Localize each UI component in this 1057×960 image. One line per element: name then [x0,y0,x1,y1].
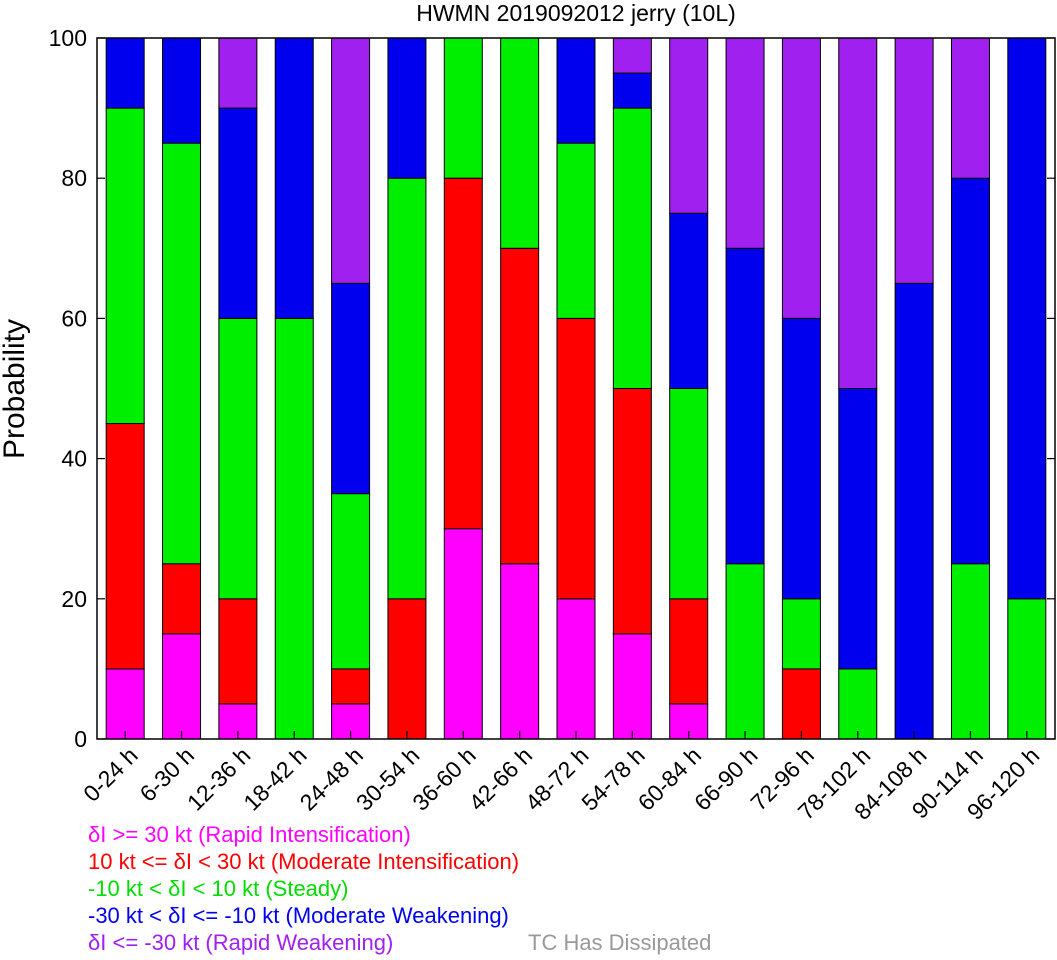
bar-segment-84-108-h-s4 [894,37,934,284]
legend-steady: -10 kt < δI < 10 kt (Steady) [88,876,349,901]
bar-segment-72-96-h-s4 [781,37,821,319]
bar-segment-60-84-h-s4 [669,37,709,214]
legend-tc-dissipated: TC Has Dissipated [528,930,712,955]
bar-segment-90-114-h-s2 [950,563,990,740]
bar-segment-66-90-h-s3 [725,247,765,565]
bar-segment-12-36-h-s2 [218,317,258,600]
bar-segment-42-66-h-s1 [500,247,540,565]
chart-title: HWMN 2019092012 jerry (10L) [416,0,736,26]
bar-segment-6-30-h-s0 [162,633,202,740]
bar-segment-90-114-h-s4 [950,37,990,179]
bar-segment-12-36-h-s1 [218,598,258,705]
bar-segment-6-30-h-s3 [162,37,202,144]
y-tick-label-80: 80 [61,165,87,191]
bar-segment-6-30-h-s1 [162,563,202,635]
bar-segment-18-42-h-s2 [274,317,314,740]
bars-group [105,37,1047,740]
bar-segment-24-48-h-s4 [331,37,371,284]
bar-segment-30-54-h-s3 [387,37,427,179]
bar-segment-42-66-h-s0 [500,563,540,740]
y-tick-label-40: 40 [61,446,87,472]
bar-segment-30-54-h-s2 [387,177,427,600]
y-axis-label: Probability [0,319,31,459]
x-tick-label-0-24-h: 0-24 h [78,742,143,807]
y-tick-label-0: 0 [74,726,87,752]
bar-segment-36-60-h-s0 [443,528,483,740]
bar-segment-78-102-h-s4 [838,37,878,389]
bar-segment-48-72-h-s0 [556,598,596,740]
bar-segment-48-72-h-s2 [556,142,596,319]
bar-segment-66-90-h-s4 [725,37,765,249]
y-axis-ticks: 0 20 40 60 80 100 [49,25,1055,752]
bar-segment-90-114-h-s3 [950,177,990,565]
bar-segment-12-36-h-s3 [218,107,258,319]
y-tick-label-100: 100 [49,25,87,51]
bar-segment-60-84-h-s2 [669,388,709,600]
bar-segment-30-54-h-s1 [387,598,427,740]
bar-segment-66-90-h-s2 [725,563,765,740]
bar-segment-60-84-h-s1 [669,598,709,705]
bar-segment-72-96-h-s3 [781,317,821,600]
bar-segment-48-72-h-s3 [556,37,596,144]
bar-segment-84-108-h-s3 [894,282,934,740]
bar-segment-48-72-h-s1 [556,317,596,600]
bar-segment-18-42-h-s3 [274,37,314,319]
y-tick-label-60: 60 [61,305,87,331]
bar-segment-0-24-h-s0 [105,668,145,740]
bar-segment-0-24-h-s3 [105,37,145,109]
x-axis-ticks: 0-24 h6-30 h12-36 h18-42 h24-48 h30-54 h… [78,731,1044,825]
bar-segment-54-78-h-s3 [612,72,652,109]
bar-segment-96-120-h-s3 [1007,37,1047,600]
bar-segment-36-60-h-s2 [443,37,483,179]
legend-rapid-weakening: δI <= -30 kt (Rapid Weakening) [88,930,394,955]
bar-segment-24-48-h-s1 [331,668,371,705]
bar-segment-12-36-h-s4 [218,37,258,109]
legend-moderate-intensification: 10 kt <= δI < 30 kt (Moderate Intensific… [88,849,520,874]
bar-segment-54-78-h-s4 [612,37,652,74]
bar-segment-72-96-h-s2 [781,598,821,670]
bar-segment-78-102-h-s2 [838,668,878,740]
legend-rapid-intensification: δI >= 30 kt (Rapid Intensification) [88,822,411,847]
bar-segment-24-48-h-s2 [331,493,371,670]
bar-segment-54-78-h-s2 [612,107,652,389]
bar-segment-6-30-h-s2 [162,142,202,565]
bar-segment-60-84-h-s3 [669,212,709,389]
bar-segment-78-102-h-s3 [838,388,878,670]
bar-segment-54-78-h-s1 [612,388,652,635]
bar-segment-0-24-h-s1 [105,423,145,670]
bar-segment-42-66-h-s2 [500,37,540,249]
bar-segment-36-60-h-s1 [443,177,483,530]
bar-segment-54-78-h-s0 [612,633,652,740]
bar-segment-96-120-h-s2 [1007,598,1047,740]
legend-moderate-weakening: -30 kt < δI <= -10 kt (Moderate Weakenin… [88,903,509,928]
bar-segment-72-96-h-s1 [781,668,821,740]
bar-segment-0-24-h-s2 [105,107,145,425]
y-tick-label-20: 20 [61,586,87,612]
bar-segment-24-48-h-s3 [331,282,371,495]
